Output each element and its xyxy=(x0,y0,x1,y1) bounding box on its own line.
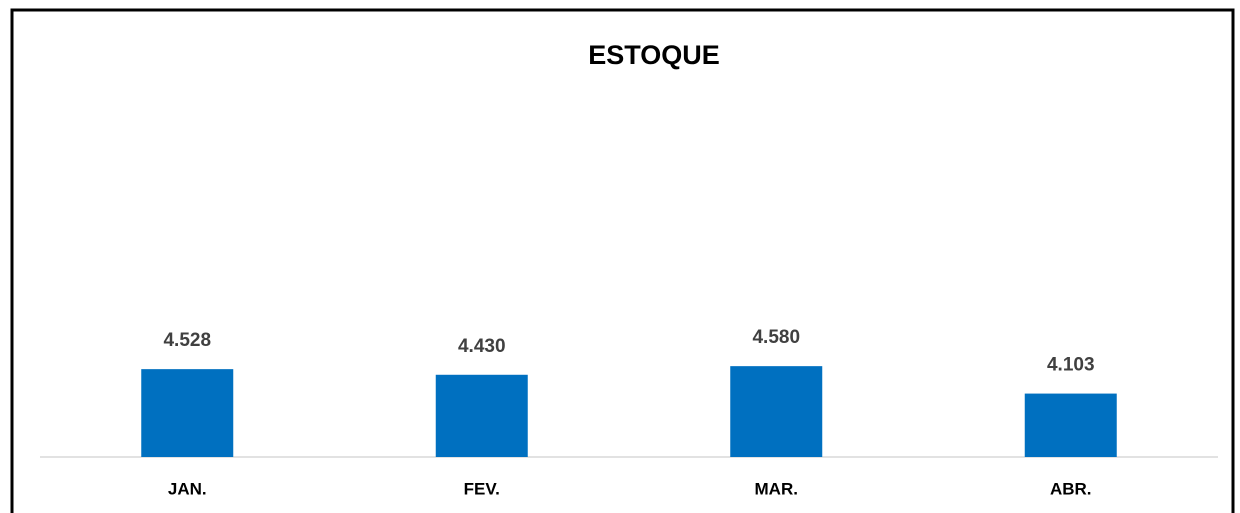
bar xyxy=(1024,393,1117,457)
data-label: 4.103 xyxy=(1047,355,1095,376)
chart-title: ESTOQUE xyxy=(588,40,720,70)
x-tick-label: MAR. xyxy=(755,479,798,498)
bar xyxy=(435,374,528,457)
data-label: 4.580 xyxy=(752,327,800,348)
chart-frame xyxy=(10,8,1235,513)
data-label: 4.430 xyxy=(458,336,506,357)
data-label: 4.528 xyxy=(163,330,211,351)
x-tick-label: JAN. xyxy=(168,479,207,498)
bar xyxy=(730,366,823,457)
x-tick-label: FEV. xyxy=(464,479,500,498)
bar xyxy=(141,369,234,457)
x-tick-label: ABR. xyxy=(1050,479,1092,498)
